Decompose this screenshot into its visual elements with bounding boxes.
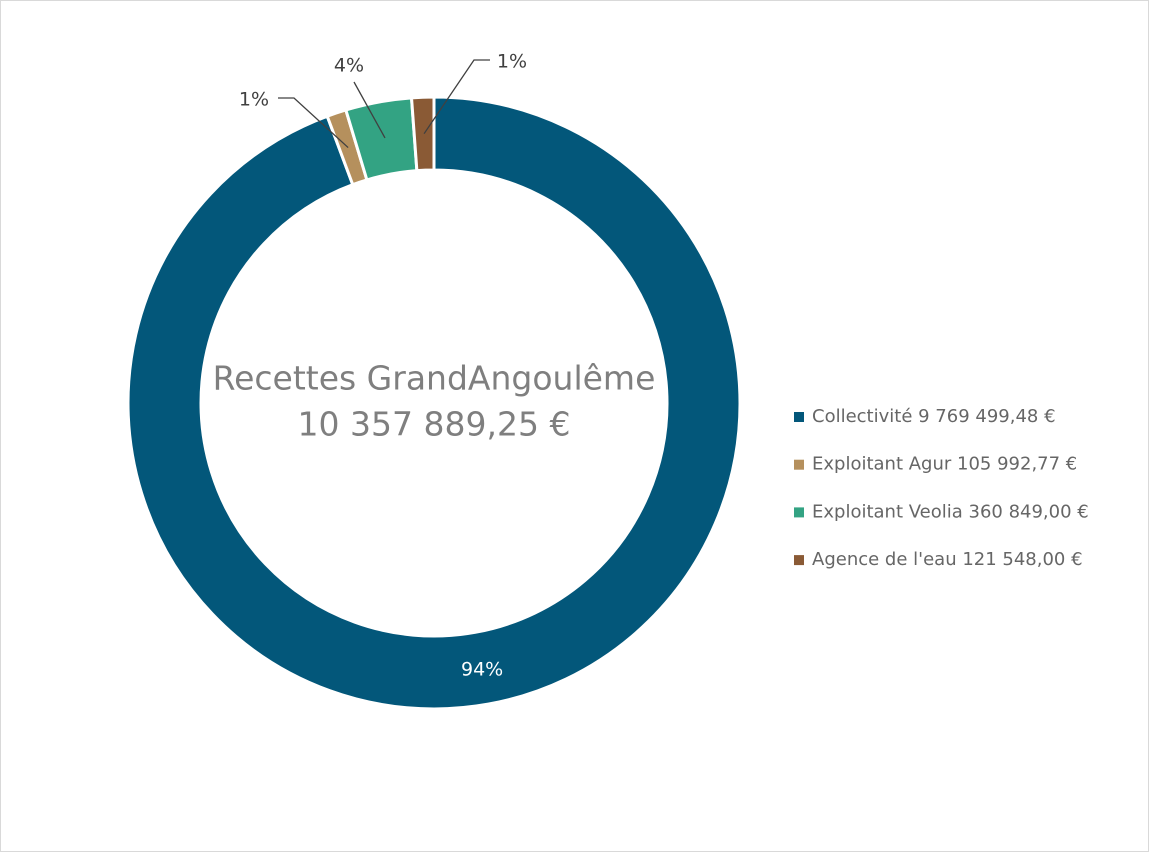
donut-slice bbox=[409, 95, 436, 173]
donut-slice bbox=[126, 95, 742, 711]
legend-label: Exploitant Veolia 360 849,00 € bbox=[812, 501, 1089, 522]
legend-label: Collectivité 9 769 499,48 € bbox=[812, 406, 1056, 427]
legend-swatch bbox=[794, 459, 804, 470]
data-label: 1% bbox=[497, 51, 527, 73]
leader-line bbox=[353, 81, 386, 139]
legend-label: Agence de l'eau 121 548,00 € bbox=[812, 549, 1083, 570]
legend-swatch bbox=[794, 507, 804, 518]
legend-swatch bbox=[794, 555, 804, 566]
legend-label: Exploitant Agur 105 992,77 € bbox=[812, 454, 1077, 475]
leader-line bbox=[278, 97, 349, 149]
data-label: 1% bbox=[239, 89, 269, 111]
legend-swatch bbox=[794, 412, 804, 422]
center-title: Recettes GrandAngoulême bbox=[213, 359, 656, 398]
leader-line bbox=[423, 59, 490, 135]
data-label: 4% bbox=[334, 55, 364, 77]
data-label: 94% bbox=[461, 659, 503, 681]
center-subtitle: 10 357 889,25 € bbox=[298, 405, 571, 444]
